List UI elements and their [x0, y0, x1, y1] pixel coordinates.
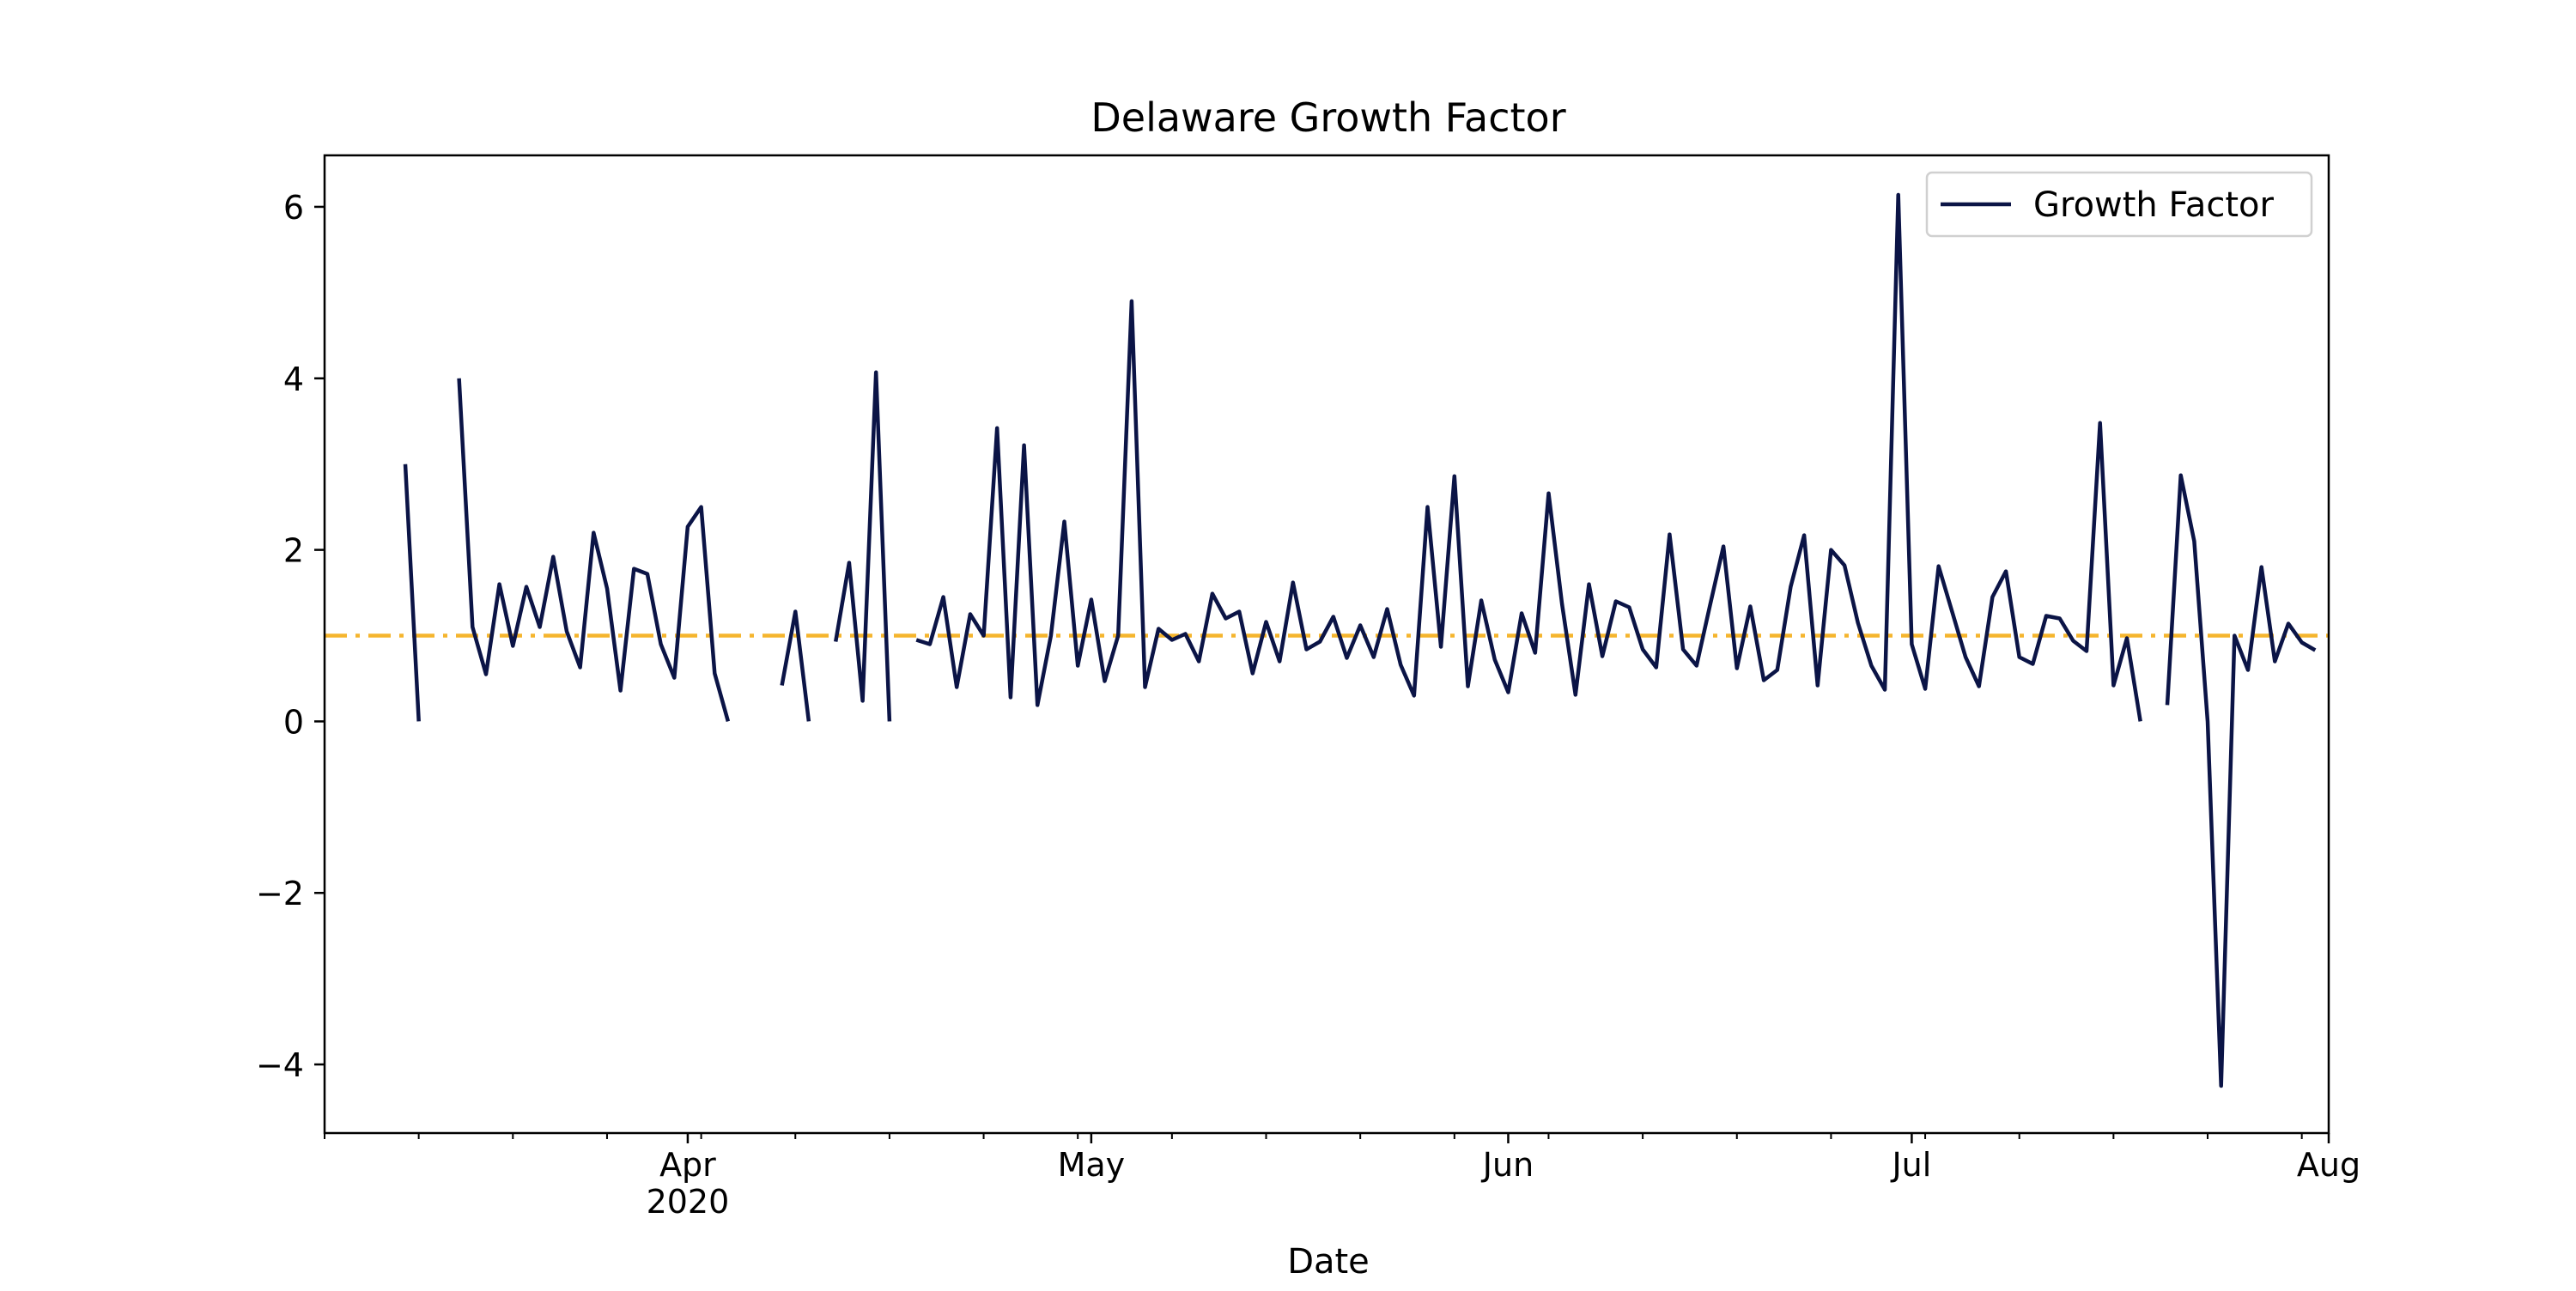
- legend: Growth Factor: [1925, 171, 2313, 238]
- y-tick-label: −4: [256, 1046, 304, 1084]
- chart-title: Delaware Growth Factor: [1091, 94, 1565, 141]
- plot-area: [325, 192, 2329, 1088]
- x-tick-label: Aug: [2297, 1146, 2360, 1184]
- x-tick-label: Jun: [1481, 1146, 1534, 1184]
- plot-frame: [323, 154, 2330, 1135]
- y-tick-label: 2: [283, 532, 304, 570]
- x-tick-label: May: [1058, 1146, 1126, 1184]
- y-tick-label: −2: [256, 875, 304, 912]
- series-line: [403, 192, 2317, 1088]
- x-tick-label: Jul: [1890, 1146, 1931, 1184]
- x-tick-sublabel: 2020: [647, 1183, 730, 1221]
- x-tick-label: Apr: [659, 1146, 716, 1184]
- x-axis-label: Date: [1287, 1242, 1370, 1282]
- y-tick-label: 0: [283, 703, 304, 741]
- y-tick-label: 4: [283, 361, 304, 398]
- y-tick-label: 6: [283, 189, 304, 227]
- legend-label: Growth Factor: [2033, 185, 2274, 225]
- legend-box: [1925, 171, 2313, 238]
